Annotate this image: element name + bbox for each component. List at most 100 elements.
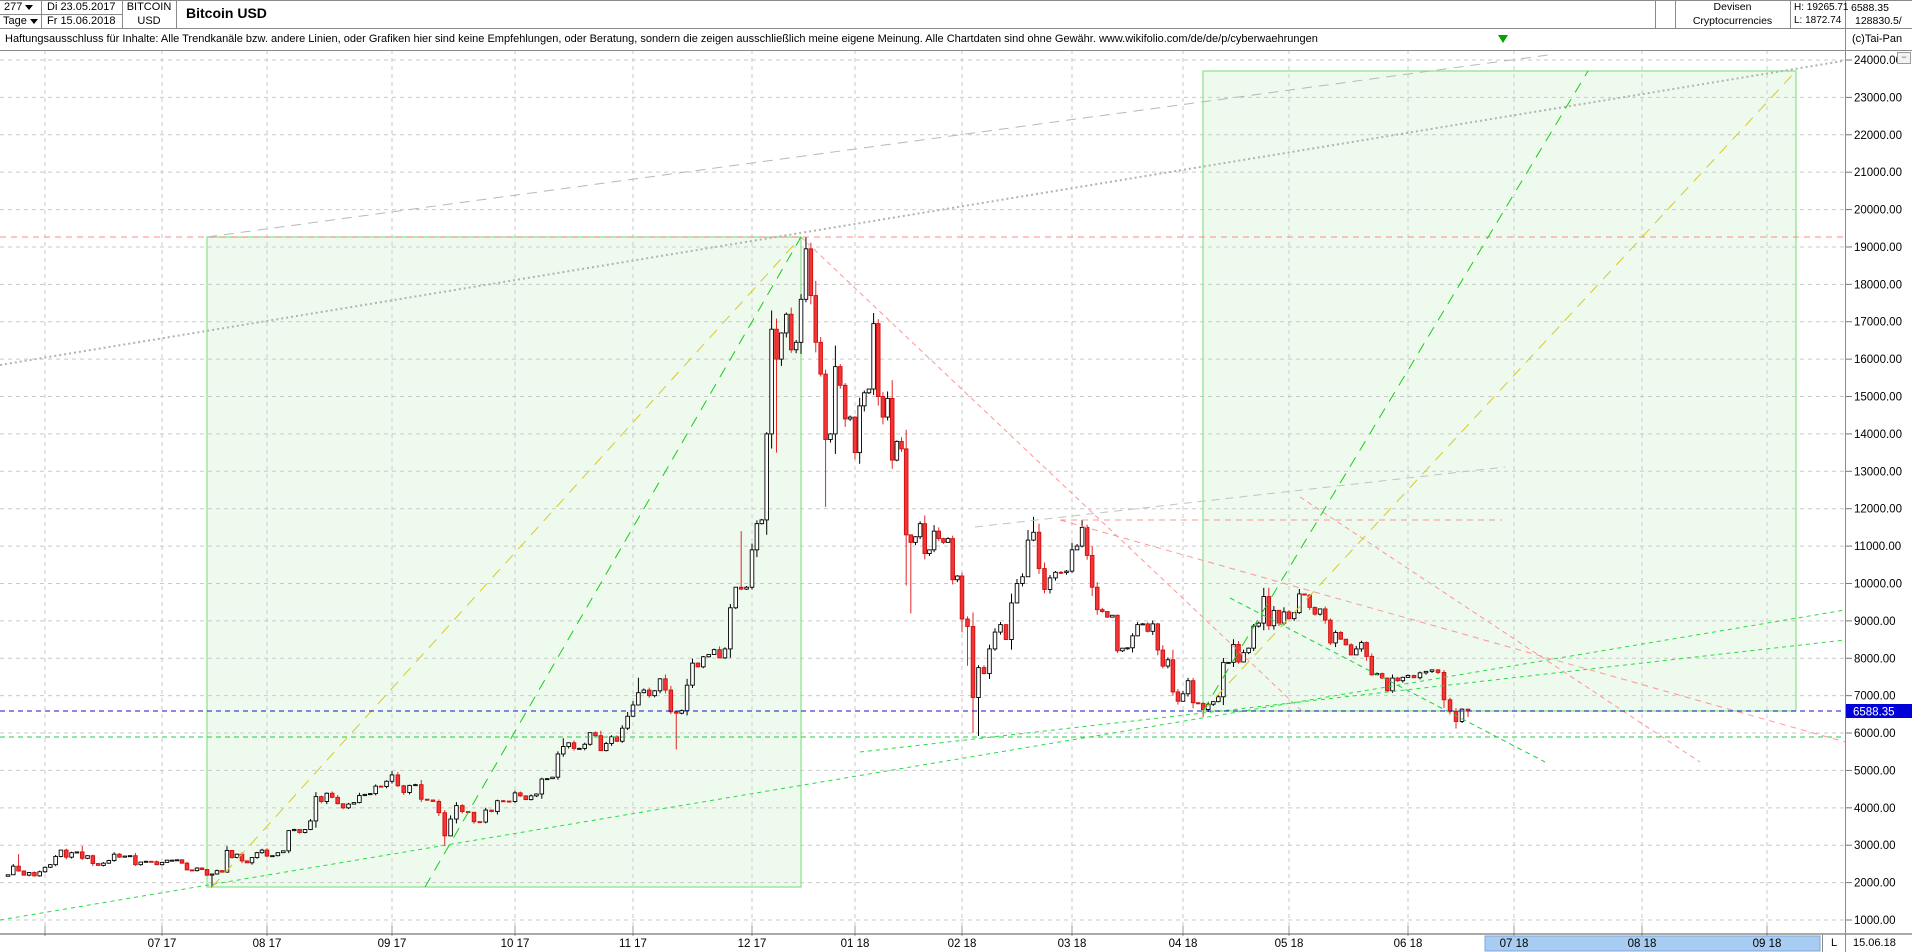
candle-up <box>625 715 630 729</box>
date-to: Fr 15.06.2018 <box>47 15 116 27</box>
candle-up <box>483 809 488 823</box>
candle-up <box>566 742 571 747</box>
candle-up <box>407 784 412 793</box>
candle-up <box>749 549 755 588</box>
candle-up <box>866 388 872 394</box>
trend-box-jul17-dec17-border <box>206 236 802 888</box>
candle-up <box>1150 623 1155 632</box>
candle-down <box>1379 673 1385 679</box>
x-axis-label: 01 18 <box>841 938 870 950</box>
candle-up <box>1165 659 1171 667</box>
candle-up <box>454 805 459 820</box>
y-axis-label: 7000.00 <box>1854 691 1896 703</box>
candle-up <box>690 662 695 686</box>
candle-up <box>1291 612 1297 620</box>
candle-up <box>122 855 128 858</box>
candle-up <box>976 667 981 698</box>
y-axis-label: 19000.00 <box>1854 242 1902 254</box>
candle-up <box>769 328 774 435</box>
candle-down <box>1447 699 1453 712</box>
candle-down <box>1094 586 1100 611</box>
candle-up <box>224 850 230 873</box>
candle-up <box>249 857 255 864</box>
x-axis-label: 12 17 <box>738 938 767 950</box>
candle-up <box>1074 545 1080 551</box>
candle-up <box>5 874 11 877</box>
fan-yellow-box1 <box>211 236 802 888</box>
candle-up <box>308 820 313 830</box>
candle-down <box>842 384 848 420</box>
y-axis-label: 12000.00 <box>1854 504 1902 516</box>
candle-up <box>539 778 545 795</box>
candle-down <box>1266 596 1272 627</box>
taipan-watermark: (c)Tai-Pan <box>1852 33 1903 45</box>
candle-up <box>384 780 389 787</box>
period-high: H: 19265.71 <box>1794 2 1849 13</box>
candle-down <box>401 785 406 793</box>
candle-up <box>803 248 809 300</box>
candle-up <box>684 684 690 712</box>
candle-up <box>587 732 593 745</box>
candle-up <box>955 575 960 581</box>
candle-up <box>351 802 357 805</box>
candle-up <box>194 867 200 872</box>
candle-up <box>302 829 308 833</box>
candle-up <box>779 332 784 360</box>
candle-up <box>69 852 74 858</box>
candle-up <box>620 727 625 742</box>
statusbar-low-label: L <box>1831 937 1838 949</box>
candle-up <box>657 678 663 692</box>
x-axis-label: 03 18 <box>1058 938 1087 950</box>
x-axis-label: 09 17 <box>378 938 407 950</box>
candle-down <box>1155 623 1161 651</box>
y-axis-label: 3000.00 <box>1854 840 1896 852</box>
candle-down <box>950 538 955 581</box>
candle-down <box>717 649 722 659</box>
candle-up <box>209 873 215 876</box>
candle-down <box>16 865 21 872</box>
candle-down <box>970 626 976 698</box>
candle-down <box>1042 568 1047 590</box>
period-value: Tage <box>3 15 27 27</box>
candle-up <box>744 586 749 590</box>
candle-down <box>1343 638 1349 646</box>
candle-down <box>663 678 668 691</box>
candle-down <box>1195 702 1201 705</box>
candle-down <box>477 821 483 824</box>
candle-down <box>1200 703 1206 710</box>
instrument-group-2: Cryptocurrencies <box>1692 15 1773 27</box>
period-dropdown[interactable]: Tage <box>3 15 38 27</box>
x-axis-label: 10 17 <box>501 938 530 950</box>
candle-up <box>577 747 582 750</box>
candle-up <box>324 792 330 802</box>
candle-up <box>1180 693 1186 702</box>
candle-up <box>894 440 900 461</box>
candle-up <box>1317 608 1323 615</box>
candle-up <box>48 864 53 868</box>
candle-down <box>852 416 858 454</box>
chart-title: Bitcoin USD <box>186 5 267 21</box>
volume-value: 128830.5/ <box>1855 15 1902 27</box>
candle-up <box>512 792 518 802</box>
candle-up <box>1221 661 1226 698</box>
candle-down <box>430 799 436 802</box>
minimize-icon[interactable]: − <box>1897 52 1911 64</box>
candle-up <box>495 800 500 813</box>
candle-down <box>133 855 138 866</box>
candle-up <box>1053 571 1058 579</box>
y-axis-label: 16000.00 <box>1854 354 1902 366</box>
candle-up <box>793 341 799 351</box>
candle-down <box>264 849 270 857</box>
candle-up <box>101 862 106 866</box>
candle-up <box>1014 583 1020 604</box>
candle-up <box>1359 642 1364 650</box>
candle-up <box>1120 647 1125 652</box>
candle-up <box>373 785 378 795</box>
candle-up <box>164 859 170 863</box>
candle-up <box>26 872 32 876</box>
candle-down <box>965 618 970 627</box>
candle-down <box>199 867 205 870</box>
bar-count-dropdown[interactable]: 277 <box>4 1 34 13</box>
candle-up <box>871 323 876 390</box>
